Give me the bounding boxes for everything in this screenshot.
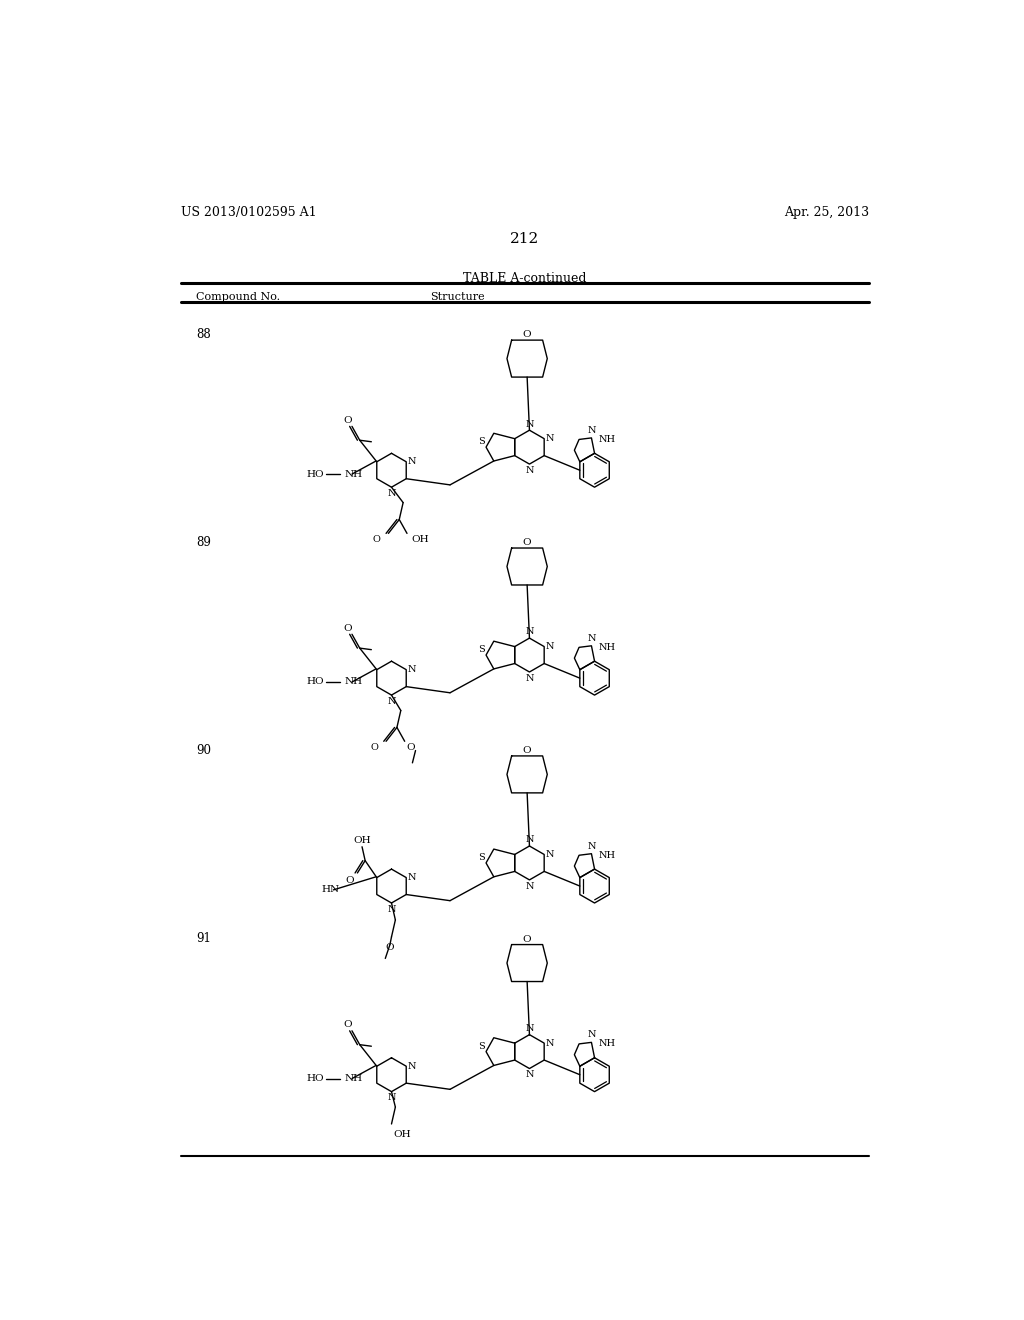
Text: NH: NH [344, 677, 362, 686]
Text: NH: NH [344, 1074, 362, 1082]
Text: 212: 212 [510, 231, 540, 246]
Text: US 2013/0102595 A1: US 2013/0102595 A1 [180, 206, 316, 219]
Text: N: N [587, 842, 596, 850]
Text: N: N [525, 836, 534, 845]
Text: NH: NH [598, 643, 615, 652]
Text: S: S [478, 437, 484, 446]
Text: O: O [523, 746, 531, 755]
Text: N: N [408, 457, 416, 466]
Text: N: N [387, 488, 395, 498]
Text: O: O [407, 743, 415, 752]
Text: N: N [525, 882, 534, 891]
Text: O: O [343, 623, 351, 632]
Text: TABLE A-continued: TABLE A-continued [463, 272, 587, 285]
Text: N: N [525, 673, 534, 682]
Text: N: N [546, 1039, 554, 1048]
Text: NH: NH [344, 470, 362, 479]
Text: O: O [523, 539, 531, 546]
Text: S: S [478, 1041, 484, 1051]
Text: O: O [345, 876, 354, 886]
Text: Structure: Structure [430, 292, 485, 301]
Text: N: N [587, 426, 596, 434]
Text: O: O [373, 535, 381, 544]
Text: O: O [371, 743, 378, 752]
Text: S: S [478, 853, 484, 862]
Text: N: N [525, 1071, 534, 1080]
Text: OH: OH [393, 1130, 411, 1139]
Text: 91: 91 [197, 932, 211, 945]
Text: N: N [525, 1024, 534, 1034]
Text: N: N [587, 1030, 596, 1039]
Text: N: N [525, 466, 534, 475]
Text: N: N [387, 697, 395, 706]
Text: N: N [546, 642, 554, 651]
Text: NH: NH [598, 851, 615, 859]
Text: Apr. 25, 2013: Apr. 25, 2013 [783, 206, 869, 219]
Text: N: N [546, 434, 554, 444]
Text: N: N [408, 873, 416, 882]
Text: N: N [525, 627, 534, 636]
Text: OH: OH [412, 535, 429, 544]
Text: NH: NH [598, 1039, 615, 1048]
Text: N: N [587, 634, 596, 643]
Text: N: N [408, 665, 416, 675]
Text: N: N [387, 1093, 395, 1102]
Text: S: S [478, 645, 484, 655]
Text: N: N [546, 850, 554, 859]
Text: N: N [387, 904, 395, 913]
Text: O: O [523, 935, 531, 944]
Text: HO: HO [306, 1074, 324, 1082]
Text: O: O [523, 330, 531, 339]
Text: O: O [343, 1020, 351, 1030]
Text: O: O [386, 944, 394, 952]
Text: 90: 90 [197, 743, 211, 756]
Text: N: N [408, 1061, 416, 1071]
Text: 89: 89 [197, 536, 211, 549]
Text: NH: NH [598, 436, 615, 444]
Text: Compound No.: Compound No. [197, 292, 281, 301]
Text: HO: HO [306, 470, 324, 479]
Text: HN: HN [321, 886, 339, 895]
Text: OH: OH [353, 836, 371, 845]
Text: O: O [343, 416, 351, 425]
Text: HO: HO [306, 677, 324, 686]
Text: 88: 88 [197, 327, 211, 341]
Text: N: N [525, 420, 534, 429]
